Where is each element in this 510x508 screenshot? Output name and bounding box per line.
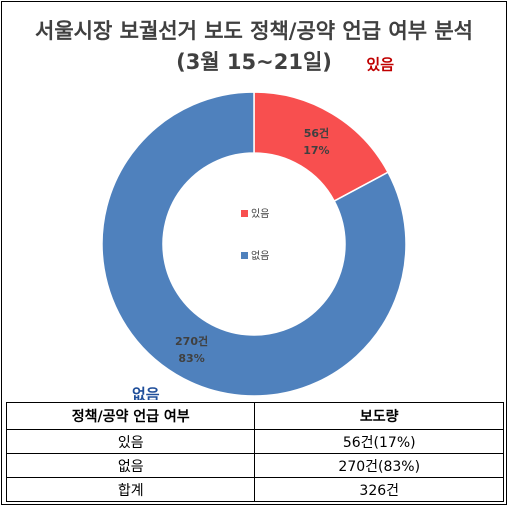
summary-table: 정책/공약 언급 여부 보도량 있음 56건(17%) 없음 270건(83%)… [5, 402, 504, 502]
table-cell-volume: 270건(83%) [254, 453, 504, 478]
table-cell-category: 있음 [5, 429, 256, 454]
table-row: 없음 270건(83%) [5, 453, 504, 478]
table-row: 있음 56건(17%) [5, 429, 504, 454]
chart-subtitle: (3월 15~21일) [176, 50, 332, 74]
legend-swatch [241, 210, 248, 217]
table-cell-volume: 56건(17%) [254, 429, 504, 454]
table-header-volume: 보도량 [254, 402, 504, 430]
chart-title: 서울시장 보궐선거 보도 정책/공약 언급 여부 분석 [35, 19, 473, 43]
table-cell-volume: 326건 [254, 477, 504, 502]
table-header-mention: 정책/공약 언급 여부 [5, 402, 256, 430]
table-row: 합계 326건 [5, 477, 504, 502]
category-label-no: 없음 [132, 385, 160, 400]
legend-label: 없음 [251, 249, 269, 262]
table-cell-category: 없음 [5, 453, 256, 478]
donut-slice-no [101, 91, 407, 397]
table-cell-category: 합계 [5, 477, 256, 502]
category-label-yes: 있음 [366, 56, 394, 74]
data-label-count: 270건 [175, 334, 208, 348]
data-label-percent: 83% [178, 352, 204, 365]
table-header-row: 정책/공약 언급 여부 보도량 [5, 402, 504, 430]
legend-label: 있음 [251, 208, 269, 220]
data-label-percent: 17% [303, 144, 329, 157]
data-label-count: 56건 [304, 126, 329, 140]
legend-swatch [241, 252, 248, 259]
